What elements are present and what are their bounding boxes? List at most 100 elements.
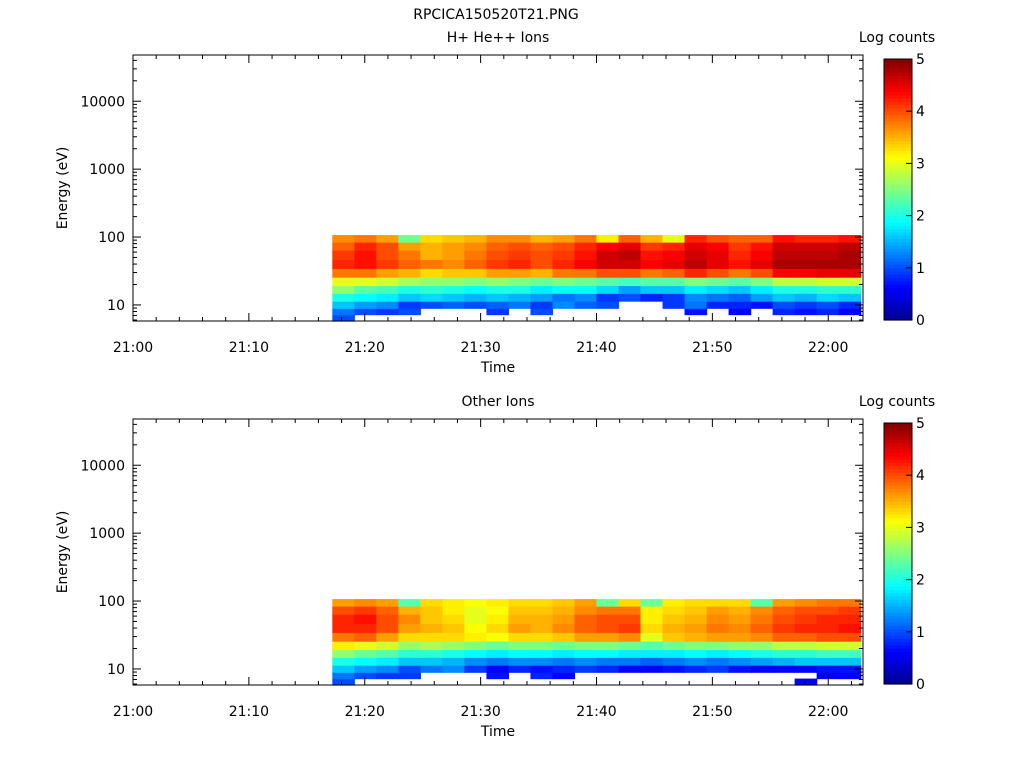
colorbar-step [884, 192, 912, 197]
heatmap-cell [486, 268, 510, 278]
colorbar-step [884, 648, 912, 652]
heatmap-cell [662, 657, 686, 666]
y-tick-label: 10 [107, 298, 125, 314]
heatmap-cell [750, 268, 774, 278]
heatmap-cell [684, 293, 708, 302]
colorbar-tick-label: 5 [916, 52, 925, 68]
colorbar-step [884, 150, 912, 155]
heatmap-cell [794, 649, 818, 658]
heatmap-cell [728, 268, 752, 278]
heatmap-cell [640, 235, 664, 243]
colorbar-tick-label: 0 [916, 677, 925, 693]
heatmap-cell [816, 606, 840, 615]
colorbar-step [884, 72, 912, 76]
plot-frame [132, 54, 864, 322]
heatmap-cell [706, 599, 730, 607]
colorbar-tick-label: 4 [916, 104, 925, 120]
heatmap-cell [530, 259, 554, 269]
heatmap-cell [442, 657, 465, 666]
heatmap-cell [376, 632, 399, 642]
heatmap-cell [332, 657, 355, 666]
heatmap-cell [750, 641, 774, 651]
colorbar-step [884, 654, 912, 659]
heatmap-cells [332, 235, 862, 322]
heatmap-cell [816, 308, 840, 316]
colorbar-tick-label: 2 [916, 573, 925, 589]
colorbar-step [884, 599, 912, 604]
colorbar-step [884, 254, 912, 259]
heatmap-cell [508, 242, 532, 251]
heatmap-cell [486, 599, 510, 607]
colorbar-step [884, 313, 912, 318]
heatmap-cell [574, 649, 598, 658]
heatmap-cell [662, 606, 686, 615]
heatmap-cell [596, 614, 620, 624]
colorbar-step [884, 261, 912, 266]
heatmap-cell [596, 632, 620, 642]
colorbar-step [884, 455, 912, 460]
heatmap-cell [552, 614, 576, 624]
heatmap-cell [662, 277, 686, 287]
heatmap-cell [376, 614, 399, 624]
colorbar-step [884, 218, 912, 223]
colorbar-step [884, 212, 912, 217]
colorbar-step [884, 290, 912, 295]
heatmap-cell [332, 672, 355, 680]
heatmap-cell [332, 632, 355, 642]
heatmap-cell [508, 641, 532, 651]
colorbar-step [884, 120, 912, 125]
heatmap-cell [464, 259, 488, 269]
heatmap-cell [332, 277, 355, 287]
colorbar-step [884, 293, 912, 298]
heatmap-cell [574, 665, 598, 673]
heatmap-cell [596, 623, 620, 633]
heatmap-cell [420, 665, 443, 673]
heatmap-cell [684, 285, 708, 294]
heatmap-cell [728, 259, 752, 269]
colorbar-step [884, 137, 912, 142]
heatmap-cell [332, 250, 355, 260]
spectrogram-panel: 21:00 21:10 21:20 21:30 21:40 21:50 22:0010100… [55, 394, 935, 740]
heatmap-cell [838, 235, 862, 243]
heatmap-cell [684, 657, 708, 666]
colorbar-step [884, 124, 912, 129]
heatmap-cell [750, 259, 774, 269]
colorbar-step [884, 670, 912, 675]
heatmap-cell [618, 250, 642, 260]
colorbar-step [884, 62, 912, 67]
heatmap-cell [794, 632, 818, 642]
colorbar: 0 1 2 3 4 5 Log counts [859, 394, 935, 693]
heatmap-cell [618, 259, 642, 269]
colorbar-step [884, 104, 912, 109]
heatmap-cell [354, 268, 377, 278]
colorbar-step [884, 280, 912, 285]
heatmap-cell [838, 665, 862, 673]
colorbar-step [884, 550, 912, 555]
heatmap-cell [684, 235, 708, 243]
x-tick-label: 21:30 [460, 704, 500, 720]
heatmap-cell [376, 308, 399, 316]
heatmap-cell [442, 277, 465, 287]
heatmap-cell [530, 649, 554, 658]
heatmap-cell [398, 235, 421, 243]
colorbar-step [884, 566, 912, 571]
heatmap-cell [772, 632, 796, 642]
heatmap-cell [398, 259, 421, 269]
colorbar-step [884, 248, 912, 253]
plot-frame [132, 418, 864, 686]
heatmap-cell [420, 657, 443, 666]
colorbar-step [884, 537, 912, 542]
colorbar-frame [883, 58, 913, 321]
heatmap-cell [684, 301, 708, 309]
colorbar-step [884, 484, 912, 489]
heatmap-cell [706, 259, 730, 269]
heatmap-cell [332, 308, 355, 316]
heatmap-cell [354, 293, 377, 302]
colorbar-step [884, 147, 912, 151]
colorbar-step [884, 316, 912, 321]
heatmap-cell [772, 641, 796, 651]
colorbar-step [884, 530, 912, 535]
colorbar-step [884, 514, 912, 519]
heatmap-cell [376, 649, 399, 658]
colorbar-step [884, 271, 912, 275]
